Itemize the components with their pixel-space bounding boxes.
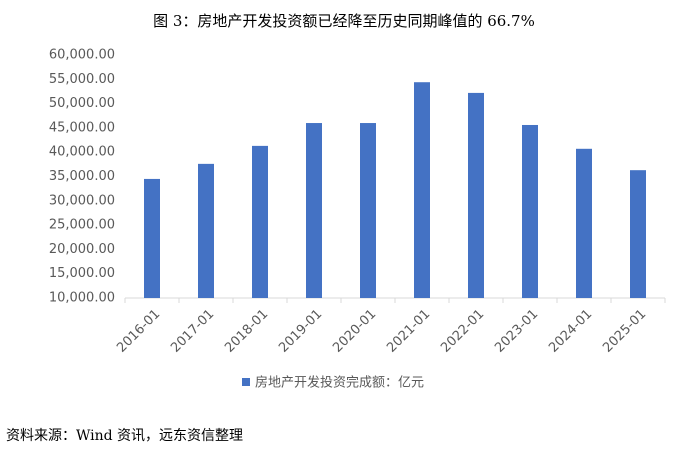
y-tick-label: 40,000.00 xyxy=(49,145,115,160)
bar xyxy=(198,163,214,298)
bar xyxy=(468,92,484,299)
legend-label: 房地产开发投资完成额：亿元 xyxy=(255,375,424,391)
x-tick-label: 2025-01 xyxy=(600,307,649,356)
bar xyxy=(414,82,430,298)
x-tick-label: 2023-01 xyxy=(492,307,541,356)
bar xyxy=(252,145,268,298)
x-tick-label: 2017-01 xyxy=(168,307,217,356)
x-tick-label: 2021-01 xyxy=(384,307,433,356)
bar xyxy=(306,123,322,298)
y-tick-label: 25,000.00 xyxy=(49,218,115,233)
legend-swatch xyxy=(242,378,250,386)
y-tick-label: 55,000.00 xyxy=(49,72,115,87)
bar xyxy=(144,178,160,298)
y-tick-label: 10,000.00 xyxy=(49,291,115,306)
y-tick-label: 15,000.00 xyxy=(49,266,115,281)
x-tick-label: 2022-01 xyxy=(438,307,487,356)
y-tick-label: 30,000.00 xyxy=(49,193,115,208)
bar xyxy=(360,123,376,298)
bar xyxy=(576,148,592,298)
y-tick-label: 50,000.00 xyxy=(49,96,115,111)
y-tick-label: 20,000.00 xyxy=(49,242,115,257)
bar xyxy=(630,170,646,298)
bar xyxy=(522,124,538,298)
y-tick-label: 60,000.00 xyxy=(49,48,115,63)
chart-title: 图 3：房地产开发投资额已经降至历史同期峰值的 66.7% xyxy=(153,12,535,30)
x-tick-label: 2020-01 xyxy=(330,307,379,356)
x-tick-label: 2024-01 xyxy=(546,307,595,356)
y-tick-label: 45,000.00 xyxy=(49,120,115,135)
source-note: 资料来源：Wind 资讯，远东资信整理 xyxy=(6,428,243,444)
x-tick-label: 2018-01 xyxy=(222,307,271,356)
y-tick-label: 35,000.00 xyxy=(49,169,115,184)
x-tick-label: 2016-01 xyxy=(114,307,163,356)
x-tick-label: 2019-01 xyxy=(276,307,325,356)
